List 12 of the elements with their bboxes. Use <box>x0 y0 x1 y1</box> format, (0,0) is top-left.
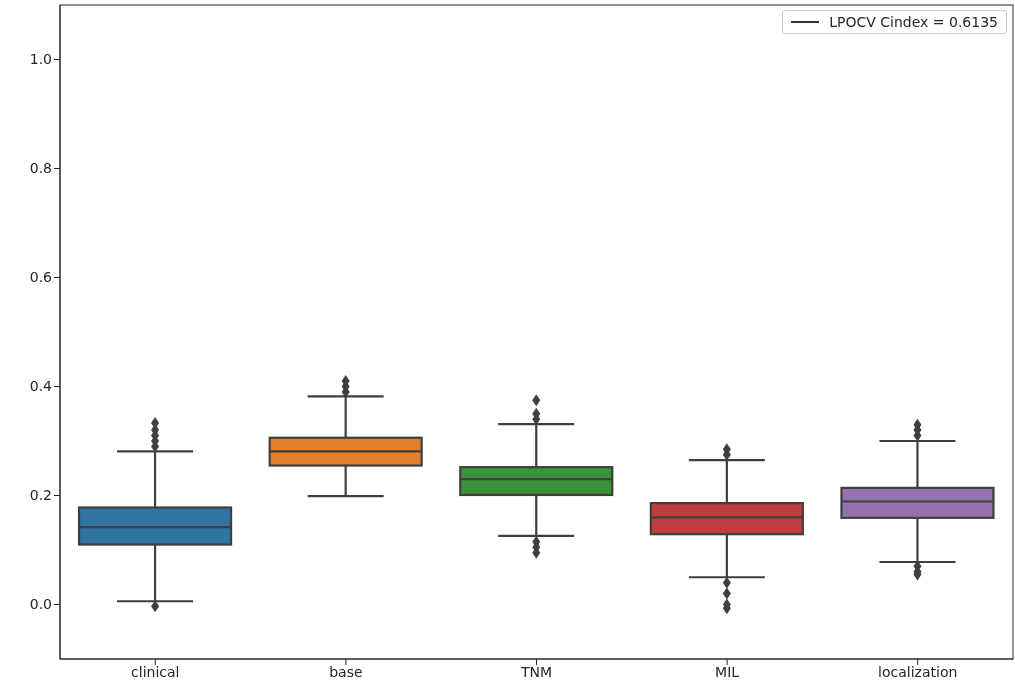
x-tick-label: clinical <box>131 663 180 680</box>
y-tick-label: 0.8 <box>29 160 52 177</box>
y-tick-label: 0.6 <box>29 269 53 286</box>
legend-label: LPOCV Cindex = 0.6135 <box>829 14 998 30</box>
y-tick-label: 0.0 <box>29 596 52 613</box>
y-tick-label: 0.2 <box>29 487 52 504</box>
x-tick-label: MIL <box>715 663 740 680</box>
x-tick-label: localization <box>878 663 958 680</box>
y-tick-label: 1.0 <box>29 51 52 68</box>
x-tick-label: TNM <box>519 663 553 680</box>
x-tick-label: base <box>329 663 363 680</box>
y-tick-label: 0.4 <box>29 378 53 395</box>
